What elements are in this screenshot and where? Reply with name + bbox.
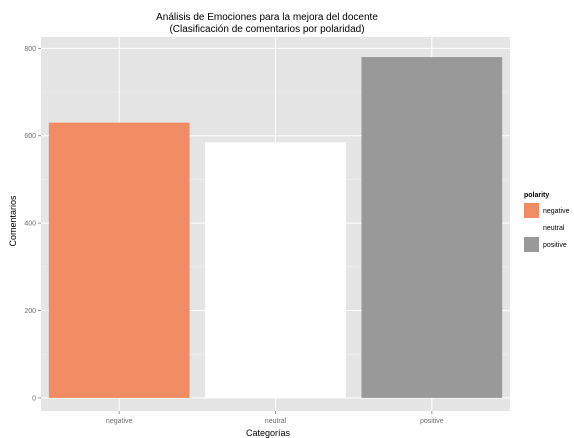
x-tick-label: neutral <box>265 418 287 425</box>
bars <box>48 57 503 398</box>
x-axis-ticks: negative neutral positive <box>106 411 444 425</box>
y-tick-label: 800 <box>24 46 36 53</box>
bar-neutral <box>205 142 346 398</box>
legend-label-negative: negative <box>543 208 570 215</box>
x-tick-label: negative <box>106 418 133 425</box>
x-tick-label: positive <box>420 418 444 425</box>
y-axis-ticks: 0 200 400 600 800 <box>24 46 41 402</box>
legend-label-neutral: neutral <box>543 225 565 232</box>
y-tick-label: 400 <box>24 221 36 228</box>
legend: polarity negative neutral positive <box>524 192 570 252</box>
chart-subtitle: (Clasificación de comentarios por polari… <box>169 24 364 35</box>
x-axis-title: Categorías <box>246 428 291 438</box>
y-axis-title: Comentarios <box>8 195 18 247</box>
chart-title: Análisis de Emociones para la mejora del… <box>156 12 378 23</box>
legend-label-positive: positive <box>543 242 567 249</box>
bar-negative <box>48 122 190 398</box>
y-tick-label: 200 <box>24 308 36 315</box>
legend-key-negative <box>524 203 539 218</box>
legend-key-neutral <box>524 220 539 235</box>
y-tick-label: 600 <box>24 133 36 140</box>
legend-key-positive <box>524 237 539 252</box>
y-tick-label: 0 <box>32 395 36 402</box>
bar-positive <box>361 57 503 398</box>
legend-title: polarity <box>524 192 549 199</box>
